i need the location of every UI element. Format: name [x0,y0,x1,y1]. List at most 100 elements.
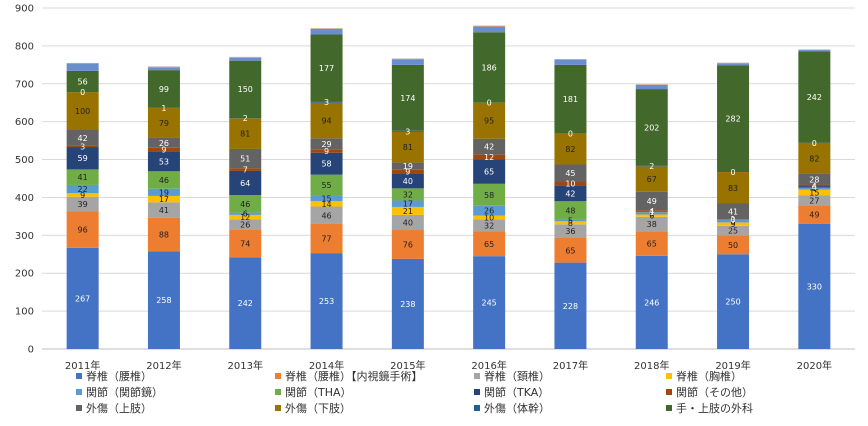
segment-value-label: 41 [78,173,88,182]
legend-label: 脊椎（胸椎） [676,369,742,383]
legend-label: 外傷（体幹） [484,401,550,415]
legend-swatch [76,389,82,395]
segment-value-label: 100 [75,107,90,116]
segment-value-label: 242 [238,299,253,308]
segment-value-label: 42 [565,189,575,198]
legend-label: 関節（関節鏡） [86,385,163,399]
segment-value-label: 81 [240,130,250,139]
segment-value-label: 4 [649,207,654,216]
legend-label: 関節（その他） [676,385,753,399]
segment-value-label: 40 [403,218,413,227]
segment-value-label: 181 [563,95,578,104]
segment-value-label: 174 [400,94,415,103]
segment-value-label: 42 [78,134,88,143]
segment-value-label: 49 [647,197,657,206]
bar-segment [229,58,261,61]
segment-value-label: 15 [321,194,331,203]
bar-segment [148,66,180,67]
segment-value-label: 5 [568,216,573,225]
segment-value-label: 3 [324,98,329,107]
segment-value-label: 2 [243,114,248,123]
segment-value-label: 258 [156,296,171,305]
y-tick-label: 300 [15,231,34,242]
segment-value-label: 74 [240,239,250,248]
segment-value-label: 26 [484,207,494,216]
segment-value-label: 19 [159,188,169,197]
bar-segment [473,27,505,33]
segment-value-label: 94 [321,117,331,126]
segment-value-label: 238 [400,300,415,309]
y-tick-label: 0 [28,345,34,356]
segment-value-label: 19 [403,162,413,171]
segment-value-label: 330 [807,282,822,291]
segment-value-label: 48 [565,206,575,215]
segment-value-label: 228 [563,302,578,311]
segment-value-label: 12 [484,153,494,162]
segment-value-label: 55 [321,181,331,190]
segment-value-label: 10 [565,179,575,188]
y-tick-label: 100 [15,307,34,318]
segment-value-label: 76 [403,240,413,249]
segment-value-label: 0 [80,88,85,97]
segment-value-label: 245 [482,299,497,308]
segment-value-label: 56 [78,78,88,87]
segment-value-label: 282 [725,115,740,124]
legend-label: 外傷（上肢） [86,401,152,415]
segment-value-label: 40 [403,177,413,186]
y-tick-label: 700 [15,79,34,90]
segment-value-label: 82 [565,145,575,154]
segment-value-label: 2 [649,162,654,171]
segment-value-label: 65 [484,167,494,176]
legend-label: 脊椎（頚椎） [484,369,550,383]
segment-value-label: 0 [487,99,492,108]
segment-value-label: 246 [644,298,659,307]
legend-label: 関節（TKA） [484,385,549,399]
segment-value-label: 64 [240,179,250,188]
segment-value-label: 32 [484,221,494,230]
bar-segment [798,50,830,51]
legend-label: 脊椎（腰椎） [86,369,152,383]
segment-value-label: 253 [319,297,334,306]
segment-value-label: 39 [78,200,88,209]
segment-value-label: 7 [243,166,248,175]
bar-segment [473,26,505,27]
y-tick-label: 200 [15,269,34,280]
legend-swatch [666,373,672,379]
segment-value-label: 28 [809,175,819,184]
segment-value-label: 177 [319,64,334,73]
segment-value-label: 46 [240,200,250,209]
legend-swatch [76,373,82,379]
bar-segment [67,63,99,71]
segment-value-label: 202 [644,123,659,132]
segment-value-label: 0 [812,139,817,148]
segment-value-label: 88 [159,231,169,240]
segment-value-label: 3 [405,127,410,136]
segment-value-label: 250 [725,298,740,307]
bar-segment [148,67,180,70]
segment-value-label: 82 [809,154,819,163]
segment-value-label: 58 [321,160,331,169]
segment-value-label: 42 [484,143,494,152]
segment-value-label: 96 [78,226,88,235]
legend-label: 脊椎（腰椎）【内視鏡手術】 [285,369,423,383]
segment-value-label: 95 [484,117,494,126]
x-tick-label: 2013年 [228,359,263,372]
segment-value-label: 150 [238,85,253,94]
segment-value-label: 79 [159,119,169,128]
segment-value-label: 83 [728,184,738,193]
bar-segment [636,85,668,89]
segment-value-label: 6 [243,210,248,219]
segment-value-label: 22 [78,185,88,194]
segment-value-label: 26 [159,139,169,148]
legend-swatch [666,389,672,395]
segment-value-label: 50 [728,241,738,250]
segment-value-label: 65 [647,239,657,248]
segment-value-label: 0 [568,129,573,138]
segment-value-label: 3 [80,142,85,151]
segment-value-label: 81 [403,143,413,152]
segment-value-label: 1 [161,104,166,113]
bar-segment [392,59,424,65]
segment-value-label: 0 [731,168,736,177]
